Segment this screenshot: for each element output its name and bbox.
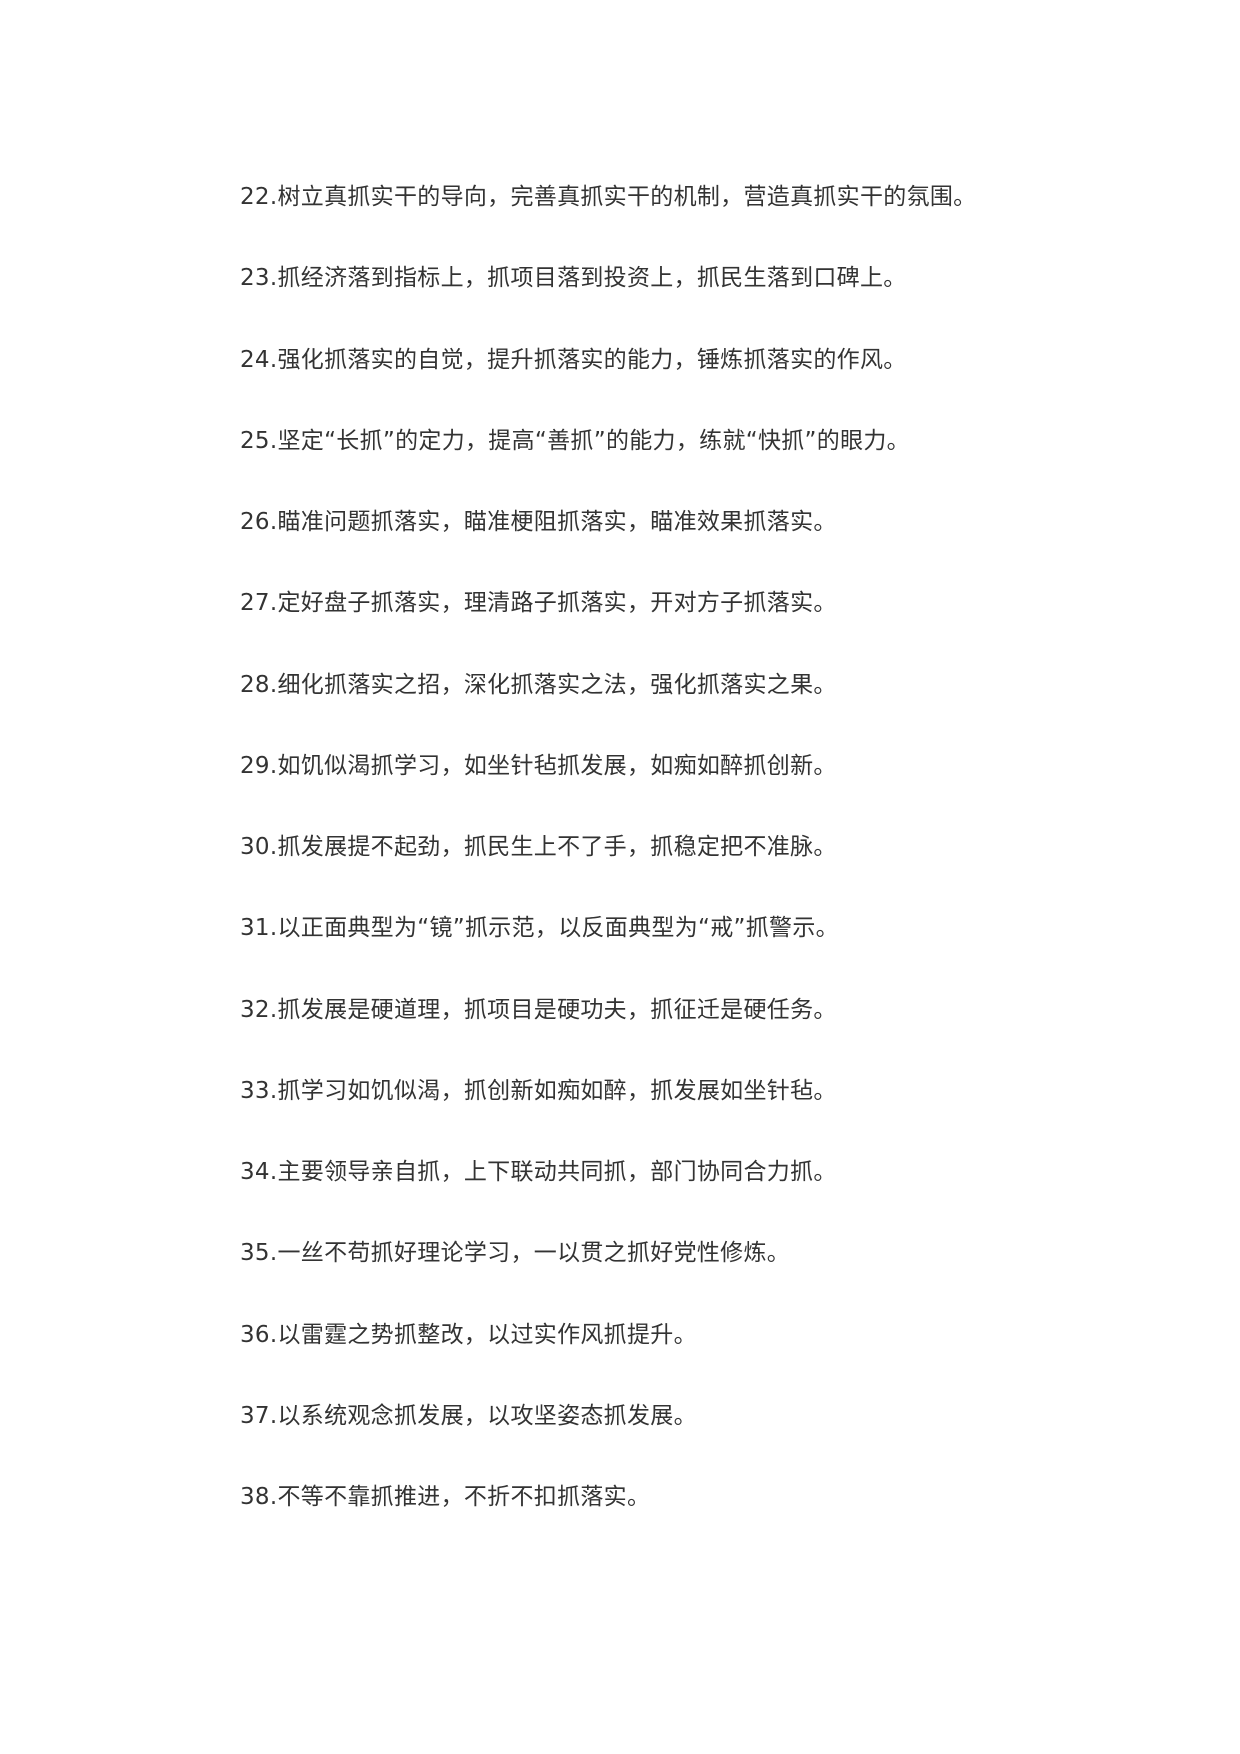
list-item: 27.定好盘子抓落实，理清路子抓落实，开对方子抓落实。	[240, 590, 837, 617]
list-item: 25.坚定“长抓”的定力，提高“善抓”的能力，练就“快抓”的眼力。	[240, 427, 910, 454]
list-item: 22.树立真抓实干的导向，完善真抓实干的机制，营造真抓实干的氛围。	[240, 184, 977, 210]
list-item: 38.不等不靠抓推进，不折不扣抓落实。	[240, 1484, 651, 1510]
list-item: 36.以雷霆之势抓整改，以过实作风抓提升。	[240, 1321, 697, 1348]
list-item: 34.主要领导亲自抓，上下联动共同抓，部门协同合力抓。	[240, 1159, 837, 1185]
list-item: 33.抓学习如饥似渴，抓创新如痴如醉，抓发展如坐针毡。	[240, 1077, 837, 1104]
list-item: 35.一丝不苟抓好理论学习，一以贯之抓好党性修炼。	[240, 1240, 791, 1267]
list-item: 37.以系统观念抓发展，以攻坚姿态抓发展。	[240, 1402, 697, 1429]
list-item: 26.瞄准问题抓落实，瞄准梗阻抓落实，瞄准效果抓落实。	[240, 509, 837, 535]
list-item: 23.抓经济落到指标上，抓项目落到投资上，抓民生落到口碑上。	[240, 265, 907, 292]
list-item: 31.以正面典型为“镜”抓示范，以反面典型为“戒”抓警示。	[240, 915, 839, 942]
list-item: 24.强化抓落实的自觉，提升抓落实的能力，锤炼抓落实的作风。	[240, 346, 907, 373]
list-item: 32.抓发展是硬道理，抓项目是硬功夫，抓征迁是硬任务。	[240, 996, 837, 1023]
list-item: 28.细化抓落实之招，深化抓落实之法，强化抓落实之果。	[240, 671, 837, 698]
list-item: 29.如饥似渴抓学习，如坐针毡抓发展，如痴如醉抓创新。	[240, 752, 837, 779]
document-body: 22.树立真抓实干的导向，完善真抓实干的机制，营造真抓实干的氛围。 23.抓经济…	[240, 180, 976, 1561]
list-item: 30.抓发展提不起劲，抓民生上不了手，抓稳定把不准脉。	[240, 834, 837, 860]
